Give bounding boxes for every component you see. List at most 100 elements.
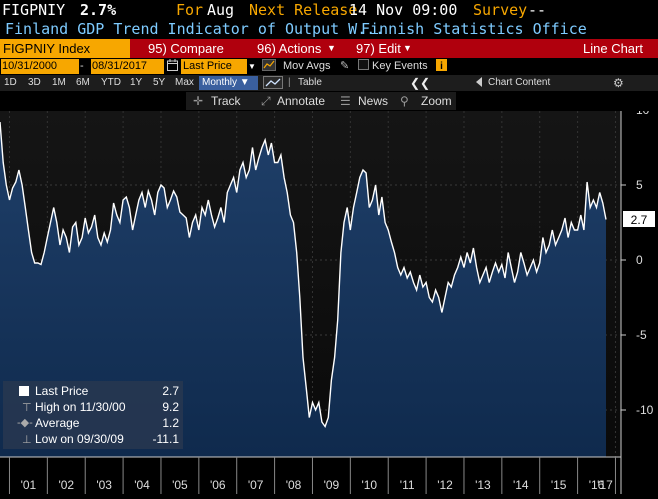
track-button[interactable]: Track [211,94,241,108]
date-controls-row: 10/31/2000 - 08/31/2017 Last Price ▼ Mov… [0,58,658,75]
x-tick-label: '07 [248,478,264,492]
security-field[interactable]: FIGPNIY Index [0,39,130,58]
last-value-label: 2.7 [631,213,648,227]
y-axis-ticks: 10 5 0 -5 -10 [621,103,654,417]
annotate-icon: ⤢ [261,94,271,108]
source-name: Finnish Statistics Office [361,20,587,38]
for-label: For [176,1,204,19]
last-value-box [623,211,655,227]
mov-avgs-button[interactable]: Mov Avgs [283,60,331,72]
crosshair-icon: ✛ [193,94,204,108]
frequency-label: Monthly [202,77,238,88]
security-header-row: FIGPNIY 2.7% For Aug Next Release 14 Nov… [0,0,658,20]
security-description: Finland GDP Trend Indicator of Output W.… [5,20,385,38]
x-tick-label: '03 [96,478,112,492]
y-tick-label: -10 [636,403,654,417]
legend-last-value: 2.7 [162,384,179,398]
x-tick-label: '16 [589,478,605,492]
chart-content-button[interactable]: Chart Content [488,77,551,88]
y-tick-label: 10 [636,111,650,117]
pencil-icon[interactable]: ✎ [340,60,350,72]
range-6m[interactable]: 6M [76,77,90,88]
info-icon[interactable]: i [436,59,448,74]
news-button[interactable]: News [358,94,389,108]
end-date-input[interactable]: 08/31/2017 [91,59,164,74]
x-tick-label: '15 [551,478,567,492]
description-row: Finland GDP Trend Indicator of Output W.… [0,20,658,39]
low-marker-icon: ⊥ [22,434,32,446]
legend-high-label: High on 11/30/00 [35,400,126,414]
start-date-input[interactable]: 10/31/2000 [1,59,79,74]
for-value: Aug [207,1,235,19]
x-tick-label: '08 [286,478,302,492]
range-bar: 1D 3D 1M 6M YTD 1Y 5Y Max Monthly ▼ | Ta… [0,75,658,91]
line-chart-icon[interactable] [263,76,285,90]
x-tick-label: '14 [513,478,529,492]
x-tick-label: '04 [134,478,150,492]
ticker: FIGPNIY [2,1,66,19]
legend-box[interactable]: Last Price 2.7 ⊤ High on 11/30/00 9.2 -◆… [3,381,183,449]
legend-low-label: Low on 09/30/09 [35,432,124,446]
frequency-select[interactable]: Monthly ▼ [199,76,258,90]
next-release-value: 14 Nov 09:00 [349,1,458,19]
svg-text:i: i [440,61,443,71]
x-tick-label: '12 [437,478,453,492]
chart-toolbar: ✛ Track ⤢ Annotate ☰ News ⚲ Zoom [0,91,658,111]
range-max[interactable]: Max [175,77,194,88]
table-button[interactable]: Table [298,77,322,88]
last-value-callout: 2.7 [623,211,655,227]
legend-low: ⊥ Low on 09/30/09 -11.1 [3,431,183,447]
survey-label: Survey [473,1,528,19]
x-tick-label: '05 [172,478,188,492]
series-area [0,122,606,457]
settings-gear-icon[interactable]: ⚙ [613,76,624,90]
divider: | [288,77,291,88]
legend-high: ⊤ High on 11/30/00 9.2 [3,399,183,415]
legend-high-value: 9.2 [162,400,179,414]
annotate-button[interactable]: Annotate [277,94,326,108]
moving-average-icon [262,59,278,74]
compare-button[interactable]: 95) Compare [148,41,224,56]
y-tick-label: -5 [636,328,647,342]
x-tick-label: '06 [210,478,226,492]
key-events-label: Key Events [372,60,428,72]
average-marker-icon: -◆- [17,417,33,429]
y-tick-label: 0 [636,253,643,267]
x-axis-ticks: '01 '02 '03 '04 '05 '06 '07 '08 '09 '10 '11 '12 '13 '… [8,457,616,494]
range-ytd[interactable]: YTD [101,77,121,88]
range-5y[interactable]: 5Y [153,77,166,88]
range-1d[interactable]: 1D [4,77,17,88]
x-tick-label: '02 [58,478,74,492]
last-value: 2.7% [80,1,117,19]
collapse-icon[interactable]: ❮❮ [410,76,431,90]
command-bar: FIGPNIY Index 95) Compare 96) Actions ▼ … [0,39,658,58]
legend-last: Last Price 2.7 [3,383,183,399]
y-tick-label: 5 [636,178,643,192]
field-dropdown-icon[interactable]: ▼ [248,62,256,71]
legend-average-value: 1.2 [162,416,179,430]
edit-dropdown-icon[interactable]: ▼ [403,43,412,53]
news-icon: ☰ [340,94,351,108]
x-tick-label: '17 [597,478,613,492]
actions-dropdown-icon[interactable]: ▼ [327,43,336,53]
legend-average: -◆- Average 1.2 [3,415,183,431]
next-release-label: Next Release [249,1,358,19]
edit-button[interactable]: 97) Edit [356,41,401,56]
x-tick-label: '13 [475,478,491,492]
range-3d[interactable]: 3D [28,77,41,88]
high-marker-icon: ⊤ [22,402,32,414]
x-tick-label: '01 [21,478,37,492]
zoom-button[interactable]: Zoom [421,94,452,108]
range-1y[interactable]: 1Y [130,77,143,88]
chart-type-label[interactable]: Line Chart [583,41,643,56]
key-events-checkbox[interactable] [358,59,370,74]
actions-button[interactable]: 96) Actions [257,41,322,56]
legend-low-value: -11.1 [152,432,179,446]
legend-average-label: Average [35,416,80,430]
calendar-icon[interactable] [167,59,179,74]
date-separator: - [80,60,84,72]
x-tick-label: '11 [400,478,415,492]
range-1m[interactable]: 1M [52,77,66,88]
zoom-icon: ⚲ [400,94,409,108]
field-select[interactable]: Last Price [181,59,247,74]
